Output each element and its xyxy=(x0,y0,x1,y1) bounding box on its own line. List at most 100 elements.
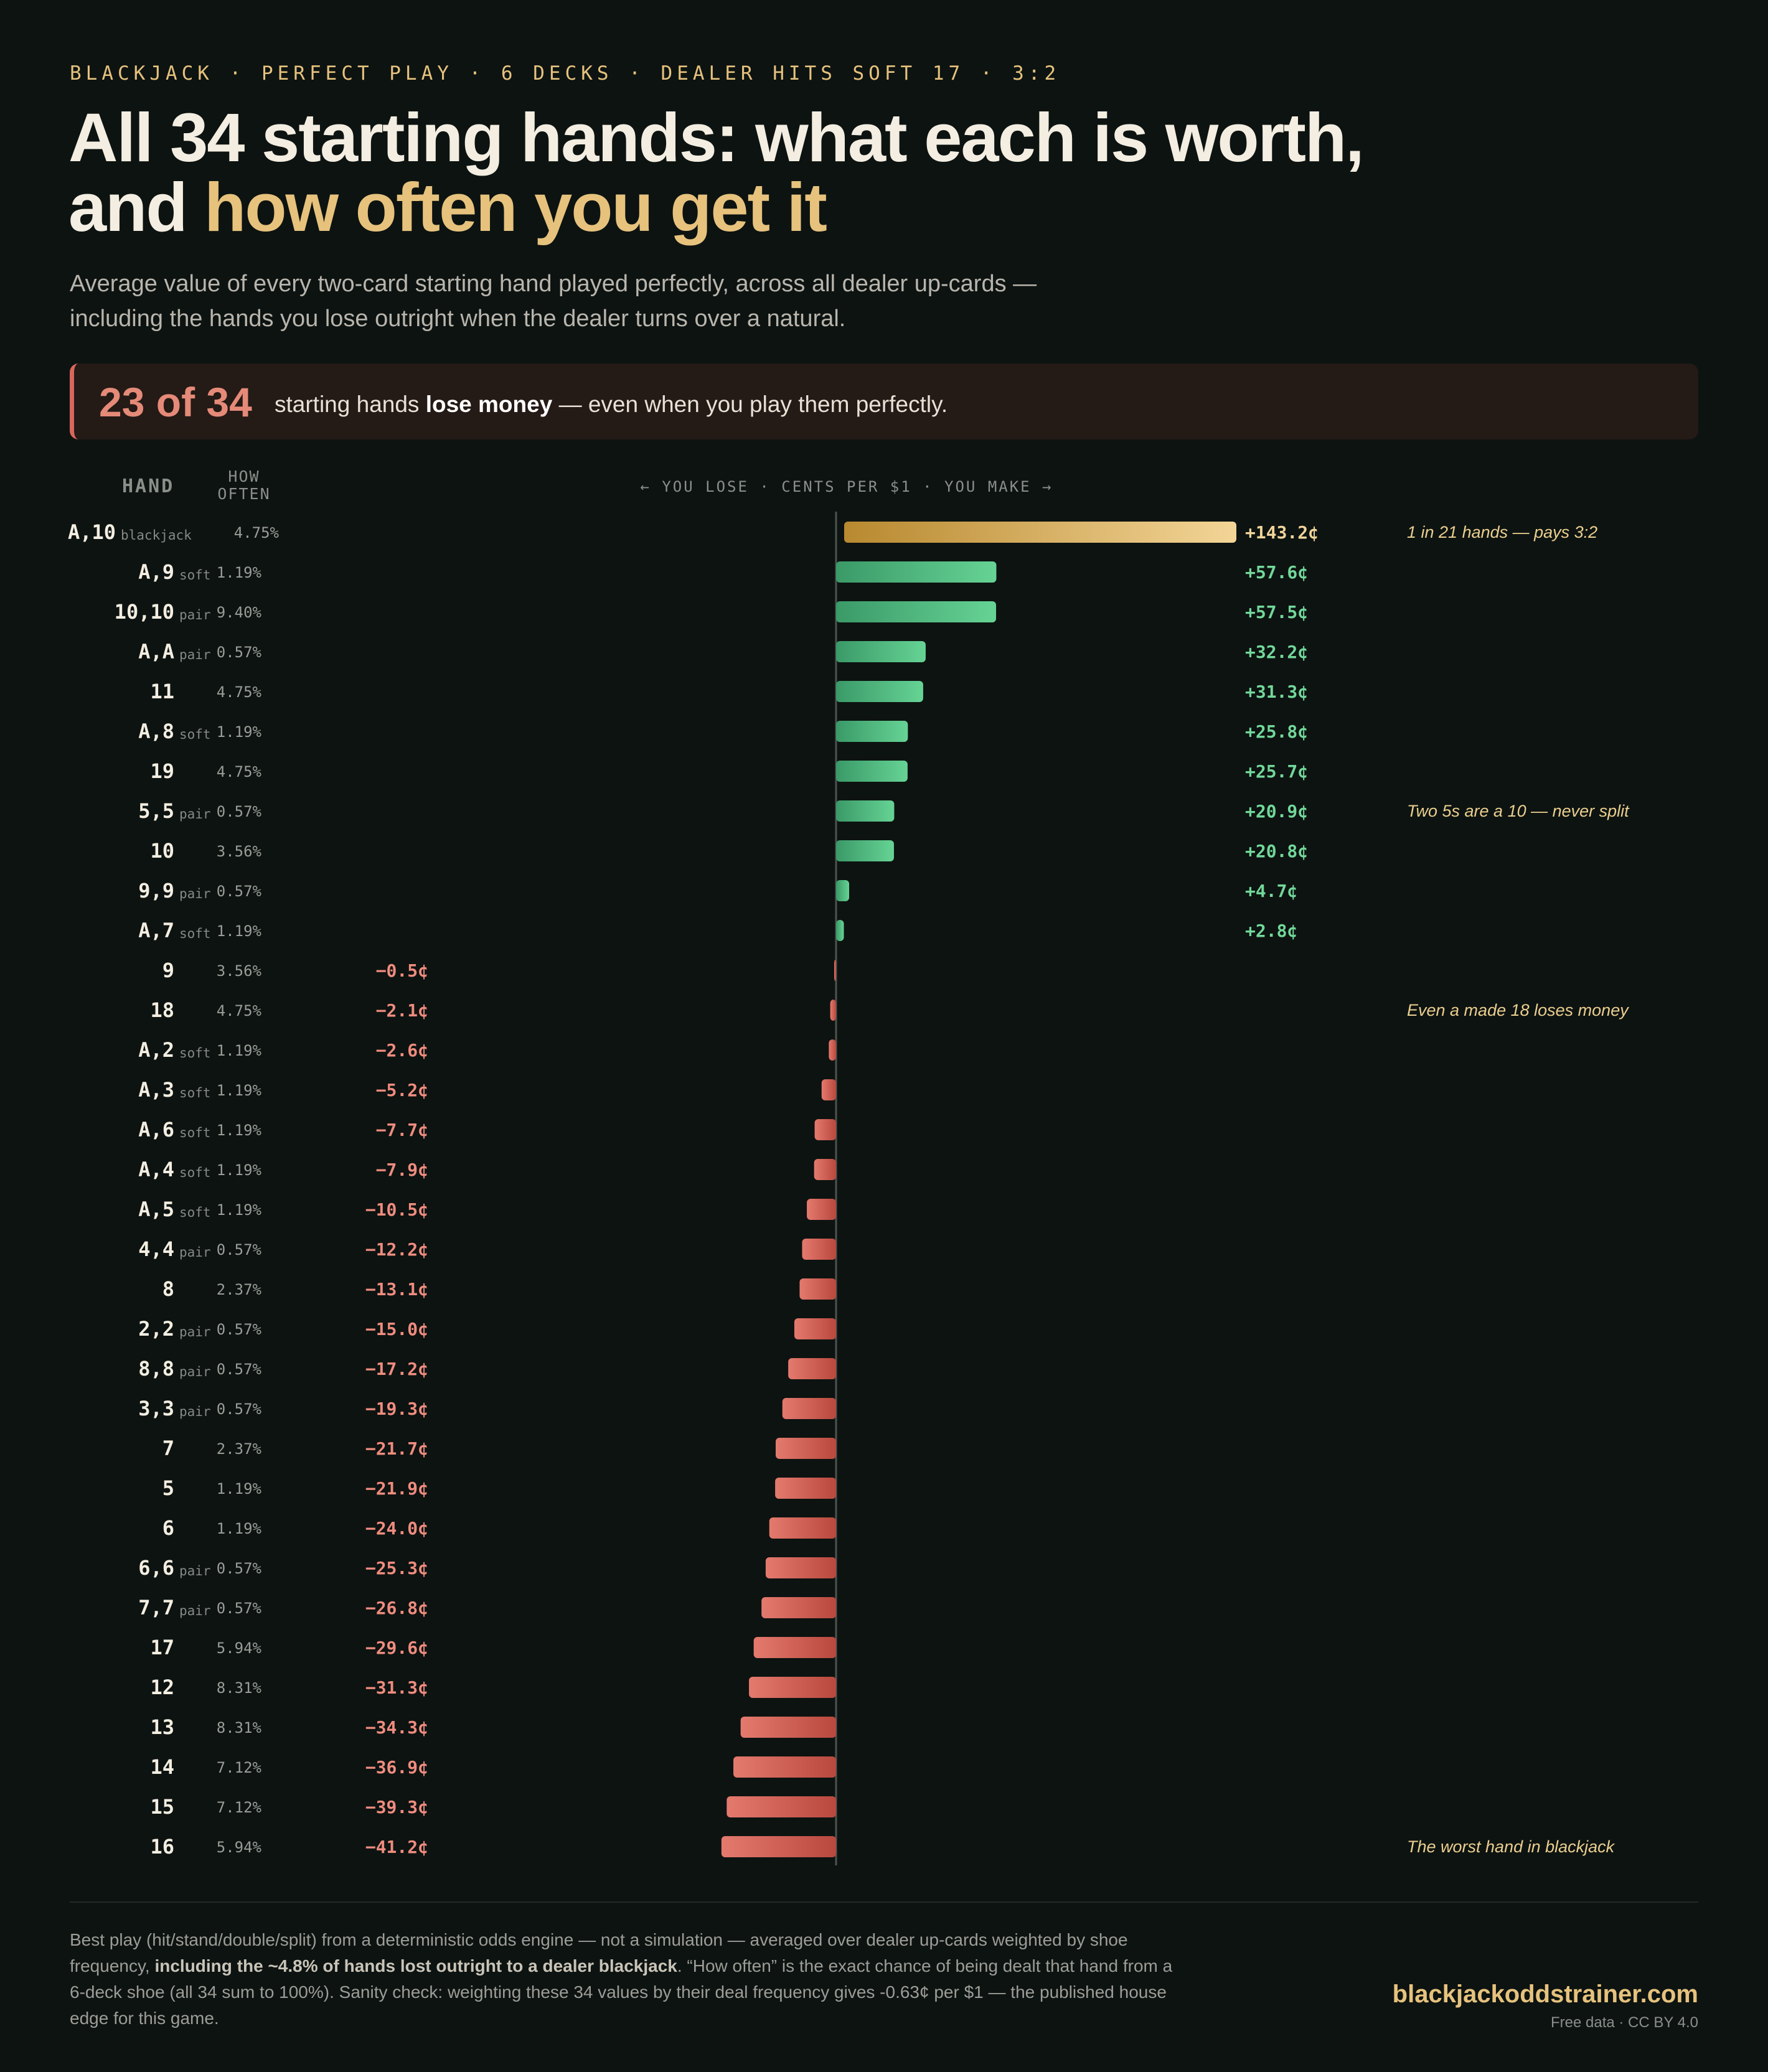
value-bar xyxy=(814,1119,836,1140)
frequency-label: 3.56% xyxy=(217,962,262,980)
value-label: +143.2¢ xyxy=(1245,522,1319,543)
hand-tag-pair: pair xyxy=(179,1603,211,1618)
value-label: +20.9¢ xyxy=(1245,801,1308,822)
hand-label: 3,3 xyxy=(138,1397,174,1420)
headline-plain: and xyxy=(68,169,205,246)
value-bar xyxy=(836,840,894,861)
callout-text-post: — even when you play them perfectly. xyxy=(552,391,948,417)
headline-line-1: All 34 starting hands: what each is wort… xyxy=(68,100,1365,176)
frequency-label: 1.19% xyxy=(217,1042,262,1059)
frequency-label: 1.19% xyxy=(217,922,262,940)
hand-label: A,8 xyxy=(138,720,174,743)
value-label: −21.9¢ xyxy=(365,1478,428,1499)
value-label: +25.8¢ xyxy=(1245,721,1308,742)
frequency-label: 9.40% xyxy=(217,604,262,621)
value-bar xyxy=(821,1079,836,1100)
hand-label: 7 xyxy=(162,1437,174,1460)
hand-label: 9 xyxy=(162,959,174,982)
hand-label: 13 xyxy=(150,1715,174,1739)
value-label: −0.5¢ xyxy=(376,960,428,981)
frequency-label: 4.75% xyxy=(234,524,280,541)
value-bar xyxy=(765,1557,836,1578)
value-label: −26.8¢ xyxy=(365,1598,428,1618)
value-bar xyxy=(749,1677,836,1698)
subtitle: Average value of every two-card starting… xyxy=(70,266,1128,336)
value-bar xyxy=(769,1517,836,1539)
frequency-label: 1.19% xyxy=(217,1082,262,1099)
value-bar xyxy=(802,1239,836,1260)
value-bar xyxy=(836,641,926,662)
brand-link[interactable]: blackjackoddstrainer.com xyxy=(1392,1981,1698,2008)
value-bar xyxy=(834,960,836,981)
value-label: −39.3¢ xyxy=(365,1797,428,1817)
callout-text: starting hands lose money — even when yo… xyxy=(275,391,947,418)
hand-tag-pair: pair xyxy=(179,1245,211,1260)
value-label: +31.3¢ xyxy=(1245,682,1308,702)
method-bold: including the ~4.8% of hands lost outrig… xyxy=(154,1956,677,1976)
hand-label: 10,10 xyxy=(115,600,174,624)
frequency-label: 0.57% xyxy=(217,644,262,661)
hand-label: A,7 xyxy=(138,919,174,942)
hand-label: 2,2 xyxy=(138,1317,174,1341)
frequency-label: 1.19% xyxy=(217,1161,262,1179)
hand-label: A,10 xyxy=(68,520,116,544)
value-bar xyxy=(799,1278,836,1300)
value-label: −7.9¢ xyxy=(376,1160,428,1180)
footer-divider xyxy=(70,1901,1698,1903)
hand-tag-soft: soft xyxy=(179,1046,211,1061)
callout-text-pre: starting hands xyxy=(275,391,426,417)
hand-tag-pair: pair xyxy=(179,886,211,901)
hand-tag-pair: pair xyxy=(179,1563,211,1578)
value-label: −10.5¢ xyxy=(365,1199,428,1220)
hand-label: A,9 xyxy=(138,560,174,584)
value-label: −2.1¢ xyxy=(376,1000,428,1021)
frequency-label: 8.31% xyxy=(217,1679,262,1697)
value-label: −5.2¢ xyxy=(376,1080,428,1100)
hand-tag-blackjack: blackjack xyxy=(121,528,192,543)
hand-label: 15 xyxy=(150,1795,174,1819)
hand-tag-pair: pair xyxy=(179,1404,211,1419)
hand-tag-soft: soft xyxy=(179,926,211,941)
value-bar xyxy=(830,1000,836,1021)
value-bar xyxy=(829,1039,836,1061)
hand-label: 11 xyxy=(150,680,174,703)
frequency-label: 0.57% xyxy=(217,1241,262,1259)
hand-tag-pair: pair xyxy=(179,647,211,662)
annotation: The worst hand in blackjack xyxy=(1407,1837,1615,1856)
value-bar xyxy=(836,800,895,822)
value-label: −31.3¢ xyxy=(365,1677,428,1698)
hand-tag-pair: pair xyxy=(179,607,211,622)
frequency-label: 0.57% xyxy=(217,1400,262,1418)
column-header-often-line-2: OFTEN xyxy=(217,485,271,503)
frequency-label: 1.19% xyxy=(217,1480,262,1498)
value-bar xyxy=(782,1398,836,1419)
frequency-label: 4.75% xyxy=(217,763,262,781)
frequency-label: 4.75% xyxy=(217,683,262,701)
callout-count: 23 of 34 xyxy=(99,379,252,425)
hand-label: 6,6 xyxy=(138,1556,174,1580)
value-label: −15.0¢ xyxy=(365,1319,428,1339)
value-label: −13.1¢ xyxy=(365,1279,428,1300)
value-bar xyxy=(836,761,908,782)
license: Free data · CC BY 4.0 xyxy=(1551,2014,1698,2031)
frequency-label: 8.31% xyxy=(217,1719,262,1737)
value-label: +57.6¢ xyxy=(1245,562,1308,583)
value-label: −24.0¢ xyxy=(365,1518,428,1539)
value-bar xyxy=(726,1796,836,1817)
value-bar xyxy=(836,601,997,622)
value-bar xyxy=(807,1199,836,1220)
frequency-label: 1.19% xyxy=(217,1122,262,1139)
value-bar xyxy=(788,1358,836,1379)
hand-tag-soft: soft xyxy=(179,1125,211,1140)
frequency-label: 0.57% xyxy=(217,1321,262,1338)
hand-label: 5 xyxy=(162,1476,174,1500)
subtitle-line-2: including the hands you lose outright wh… xyxy=(70,306,846,332)
value-label: +57.5¢ xyxy=(1245,602,1308,622)
frequency-label: 0.57% xyxy=(217,803,262,820)
methodology-note: Best play (hit/stand/double/split) from … xyxy=(70,1927,1190,2032)
kicker: BLACKJACK · PERFECT PLAY · 6 DECKS · DEA… xyxy=(70,62,1061,85)
value-bar xyxy=(844,522,1236,543)
hand-tag-soft: soft xyxy=(179,1205,211,1220)
hand-tag-soft: soft xyxy=(179,568,211,583)
